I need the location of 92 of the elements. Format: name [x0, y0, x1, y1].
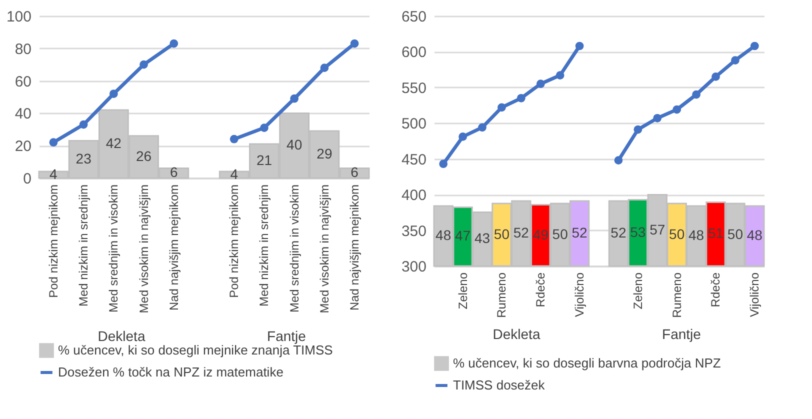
data-label: 40 [286, 136, 302, 153]
y-tick-label: 0 [23, 170, 32, 188]
x-tick-label: Pod nizkim mejnikom [46, 184, 60, 298]
x-tick-label: Pod nizkim mejnikom [227, 184, 242, 298]
text: Dekleta [492, 326, 540, 342]
x-tick-label: Rdeče [534, 272, 548, 308]
data-label: 42 [106, 134, 122, 151]
x-tick-label: Med nizkim in srednjim [257, 184, 272, 307]
y-tick-label: 500 [401, 116, 426, 133]
data-label: 6 [350, 164, 359, 180]
legend-label: TIMSS dosežek [453, 378, 546, 392]
data-label: 50 [727, 226, 744, 242]
point [750, 42, 759, 50]
data-label: 53 [630, 224, 646, 240]
point [556, 71, 564, 80]
point [614, 156, 623, 164]
data-label: 43 [474, 230, 490, 246]
point [516, 94, 526, 102]
data-label: 29 [316, 146, 332, 162]
text: Fantje [267, 328, 306, 344]
x-tick-label: Vijolično [748, 272, 762, 317]
data-label: 26 [136, 148, 152, 164]
point [672, 105, 682, 114]
data-label: 50 [669, 226, 685, 242]
point [439, 160, 448, 168]
x-tick-label: Zeleno [456, 272, 470, 310]
y-tick-label: 350 [401, 222, 426, 240]
point [692, 90, 700, 99]
data-label: 47 [455, 228, 471, 244]
point [140, 60, 148, 69]
point [79, 120, 88, 129]
legend-label: % učencev, ki so dosegli barvna področja NPZ [453, 356, 721, 370]
data-label: 6 [170, 164, 178, 180]
data-label: 4 [230, 166, 238, 182]
data-label: 51 [708, 225, 724, 242]
y-tick-label: 300 [401, 258, 426, 276]
point [634, 125, 642, 134]
x-tick-label: Rdeče [708, 272, 723, 308]
y-tick-label: 400 [401, 187, 426, 204]
point [653, 114, 662, 122]
x-tick-label: Zeleno [630, 272, 645, 310]
x-tick-label: Rumeno [670, 272, 684, 318]
data-label: 50 [552, 226, 568, 242]
point [109, 90, 118, 98]
point [731, 56, 740, 64]
y-tick-label: 450 [401, 151, 426, 168]
text: Dekleta [98, 328, 146, 344]
point [350, 39, 359, 48]
data-label: 49 [532, 226, 549, 242]
legend-label: Dosežen % točk na NPZ iz matematike [58, 364, 284, 380]
point [458, 132, 467, 141]
point [230, 134, 238, 144]
x-tick-label: Med nizkim in srednjim [76, 184, 91, 307]
data-label: 48 [436, 227, 452, 243]
y-tick-label: 600 [401, 44, 426, 62]
y-tick-label: 100 [6, 8, 32, 26]
data-label: 57 [650, 221, 666, 238]
x-tick-label: Med visokim in najvišjim [136, 184, 151, 314]
x-tick-label: Med srednjim in visokim [287, 184, 302, 313]
legend-label: % učencev, ki so dosegli mejnike znanja TIMSS [58, 342, 334, 358]
y-tick-label: 20 [14, 138, 32, 156]
text: Fantje [662, 326, 702, 342]
y-tick-label: 60 [14, 73, 32, 90]
point [260, 124, 268, 132]
point [478, 123, 486, 132]
x-tick-label: Med visokim in najvišjim [317, 184, 332, 314]
point [320, 64, 329, 72]
x-tick-label: Med srednjim in visokim [106, 184, 121, 313]
point [536, 80, 545, 88]
point [498, 103, 506, 112]
y-tick-label: 550 [401, 80, 426, 97]
x-tick-label: Nad najvišjim mejnikom [348, 184, 362, 311]
point [575, 42, 584, 50]
x-tick-label: Nad najvišjim mejnikom [166, 184, 181, 311]
point [170, 39, 178, 48]
point [290, 94, 299, 103]
data-label: 50 [494, 226, 510, 242]
y-tick-label: 80 [14, 40, 32, 58]
data-label: 48 [688, 227, 704, 243]
data-label: 4 [50, 166, 58, 182]
data-label: 23 [76, 150, 92, 166]
y-tick-label: 40 [14, 106, 32, 123]
data-label: 52 [610, 224, 626, 240]
x-tick-label: Vijolično [572, 272, 587, 317]
x-tick-label: Rumeno [494, 272, 509, 318]
point [49, 138, 58, 147]
data-label: 48 [746, 227, 763, 243]
point [712, 72, 720, 81]
data-label: 52 [513, 224, 530, 240]
data-label: 52 [572, 224, 588, 240]
data-label: 21 [256, 152, 272, 168]
y-tick-label: 650 [401, 8, 426, 26]
